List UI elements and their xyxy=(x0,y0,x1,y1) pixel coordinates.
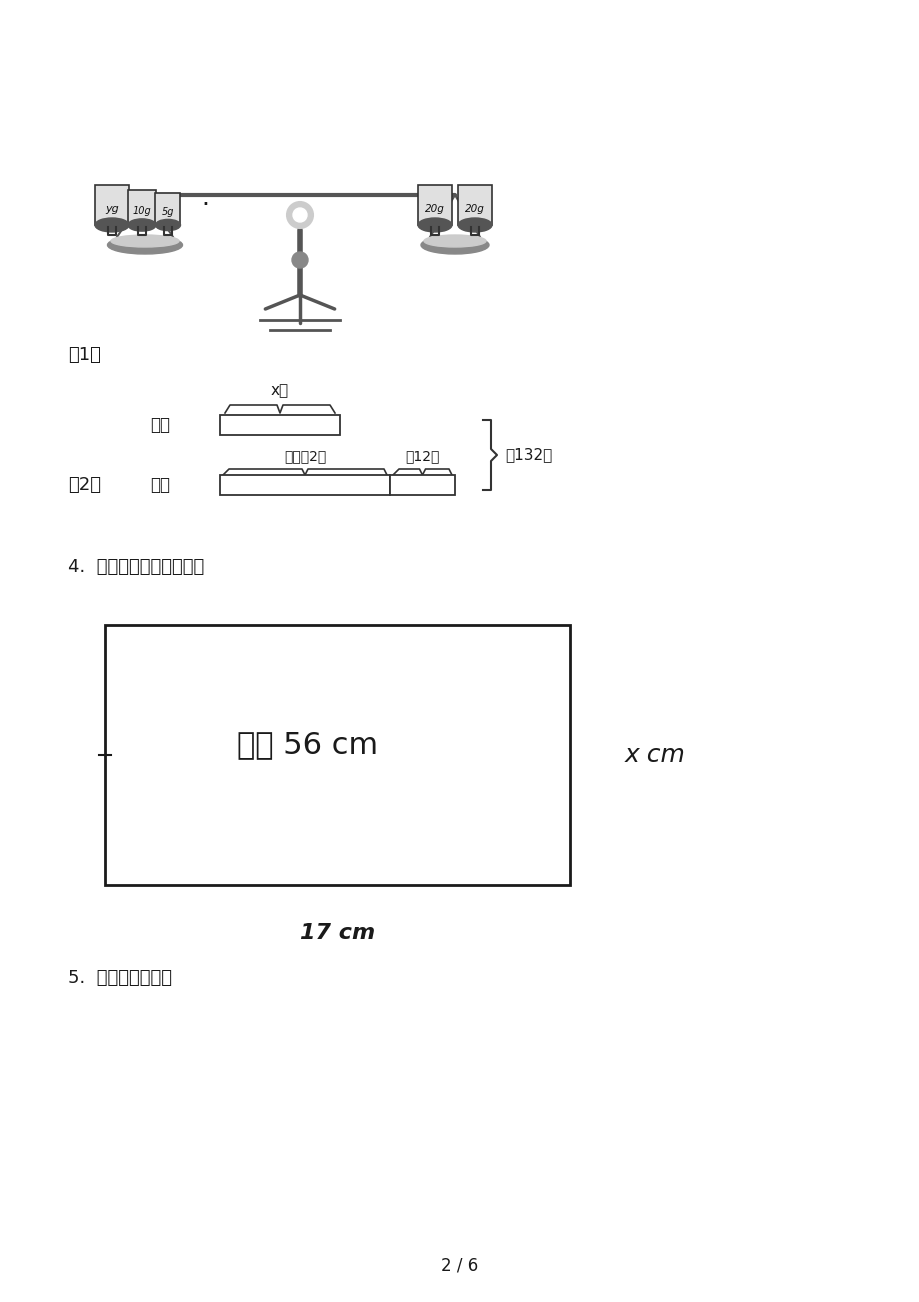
Text: x只: x只 xyxy=(270,383,289,398)
Text: x cm: x cm xyxy=(624,743,686,767)
Circle shape xyxy=(287,202,312,228)
Bar xyxy=(390,475,455,495)
Text: 10g: 10g xyxy=(132,206,152,216)
Text: 山羊的2倍: 山羊的2倍 xyxy=(284,449,325,464)
Bar xyxy=(458,185,492,225)
Text: 5g: 5g xyxy=(162,207,174,217)
Ellipse shape xyxy=(421,236,489,254)
Text: （2）: （2） xyxy=(68,477,101,493)
Text: 2 / 6: 2 / 6 xyxy=(441,1256,478,1273)
Ellipse shape xyxy=(155,220,180,230)
Text: 多12只: 多12只 xyxy=(405,449,439,464)
Ellipse shape xyxy=(108,236,182,254)
Text: 17 cm: 17 cm xyxy=(300,923,375,943)
Circle shape xyxy=(291,253,308,268)
Text: 周长 56 cm: 周长 56 cm xyxy=(237,730,378,759)
Ellipse shape xyxy=(417,217,451,232)
Ellipse shape xyxy=(458,217,492,232)
Text: 共132只: 共132只 xyxy=(505,448,551,462)
Bar xyxy=(220,475,390,495)
Bar xyxy=(220,415,340,435)
Text: （1）: （1） xyxy=(68,346,101,365)
Circle shape xyxy=(292,208,307,223)
Text: 20g: 20g xyxy=(425,204,445,214)
Bar xyxy=(155,193,180,225)
Text: 5.  看图列式计算。: 5. 看图列式计算。 xyxy=(68,969,172,987)
Text: 山羊: 山羊 xyxy=(150,417,170,434)
Bar xyxy=(105,625,570,885)
Ellipse shape xyxy=(128,219,156,232)
Bar xyxy=(417,185,451,225)
Text: yg: yg xyxy=(105,204,119,214)
Bar xyxy=(95,185,129,225)
Bar xyxy=(128,190,156,225)
Ellipse shape xyxy=(111,234,179,247)
Text: 绵羊: 绵羊 xyxy=(150,477,170,493)
Text: 4.  看图列方程，并求解。: 4. 看图列方程，并求解。 xyxy=(68,559,204,575)
Ellipse shape xyxy=(95,217,129,232)
Text: ·: · xyxy=(200,193,209,217)
Text: 20g: 20g xyxy=(465,204,484,214)
Ellipse shape xyxy=(424,234,485,247)
